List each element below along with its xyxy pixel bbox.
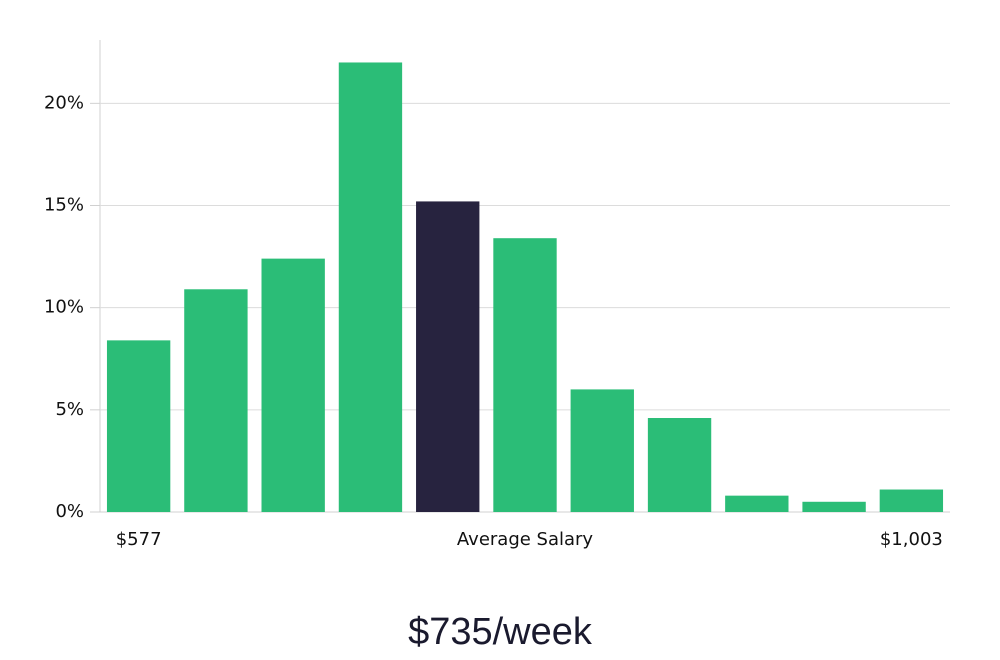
bar	[338, 62, 403, 512]
y-tick-label: 10%	[44, 297, 84, 318]
bar	[184, 289, 248, 512]
x-tick-label: $577	[116, 529, 162, 550]
bar	[570, 389, 634, 512]
bar	[493, 238, 557, 512]
bar	[647, 418, 712, 512]
bar	[802, 501, 866, 512]
bar	[416, 201, 480, 512]
bar	[106, 340, 171, 512]
y-tick-label: 20%	[44, 92, 84, 113]
bar	[879, 489, 944, 512]
y-tick-label: 0%	[55, 501, 84, 522]
y-tick-label: 15%	[44, 195, 84, 216]
annotation: $735/week	[408, 611, 593, 653]
x-axis-label: Average Salary	[457, 529, 594, 550]
y-tick-label: 5%	[55, 399, 84, 420]
x-tick-label: $1,003	[880, 529, 943, 550]
bar	[725, 495, 789, 512]
bar	[261, 258, 325, 512]
